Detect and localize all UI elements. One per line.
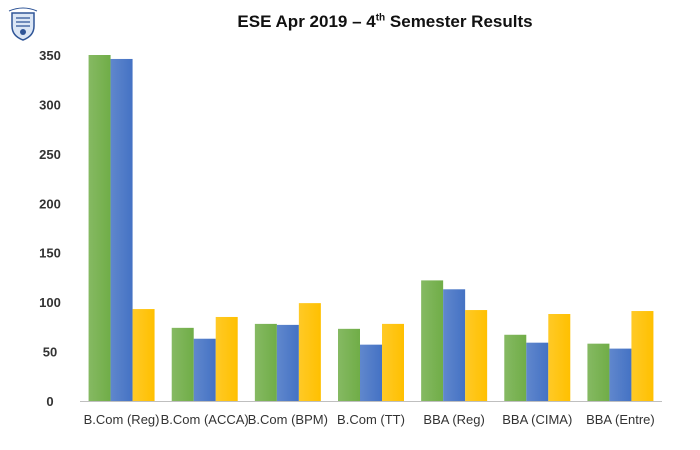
bar-series1-0	[88, 55, 111, 401]
bar-series1-1	[171, 327, 194, 401]
bar-series3-6	[631, 311, 654, 401]
y-tick-label: 350	[39, 48, 61, 63]
x-category-label: B.Com (BPM)	[248, 412, 328, 427]
bar-series3-3	[382, 323, 404, 401]
y-tick-label: 150	[39, 246, 61, 261]
y-tick-label: 200	[39, 196, 61, 211]
chart-title: ESE Apr 2019 – 4th Semester Results	[0, 12, 700, 32]
x-category-label: BBA (Reg)	[423, 412, 484, 427]
bar-series3-2	[298, 303, 321, 401]
chart-title-prefix: ESE Apr 2019 – 4	[237, 12, 376, 31]
college-crest-icon	[5, 7, 41, 43]
bar-series2-1	[193, 338, 216, 401]
x-category-label: B.Com (TT)	[337, 412, 405, 427]
y-tick-label: 50	[43, 345, 57, 360]
bar-series3-1	[215, 316, 238, 401]
bar-series2-5	[526, 342, 549, 401]
x-category-label: BBA (Entre)	[586, 412, 655, 427]
y-tick-label: 300	[39, 97, 61, 112]
bar-series2-2	[276, 324, 299, 401]
bar-series1-5	[504, 334, 527, 401]
x-category-label: B.Com (Reg)	[84, 412, 160, 427]
y-tick-label: 100	[39, 295, 61, 310]
bar-series1-6	[587, 343, 610, 401]
bar-series3-0	[132, 309, 155, 401]
chart-title-suffix: Semester Results	[385, 12, 533, 31]
bar-series2-4	[443, 289, 466, 401]
bar-series1-3	[338, 328, 360, 401]
bar-series1-4	[421, 280, 444, 401]
x-category-label: BBA (CIMA)	[502, 412, 572, 427]
bar-series3-5	[548, 314, 571, 401]
bar-series2-3	[360, 344, 382, 401]
x-category-label: B.Com (ACCA)	[161, 412, 249, 427]
bar-series1-2	[254, 323, 277, 401]
bar-series3-4	[465, 310, 488, 401]
y-tick-label: 250	[39, 147, 61, 162]
bar-series2-0	[110, 58, 133, 401]
chart-title-superscript: th	[375, 12, 386, 24]
bar-series2-6	[609, 348, 632, 401]
y-tick-label: 0	[46, 394, 53, 409]
